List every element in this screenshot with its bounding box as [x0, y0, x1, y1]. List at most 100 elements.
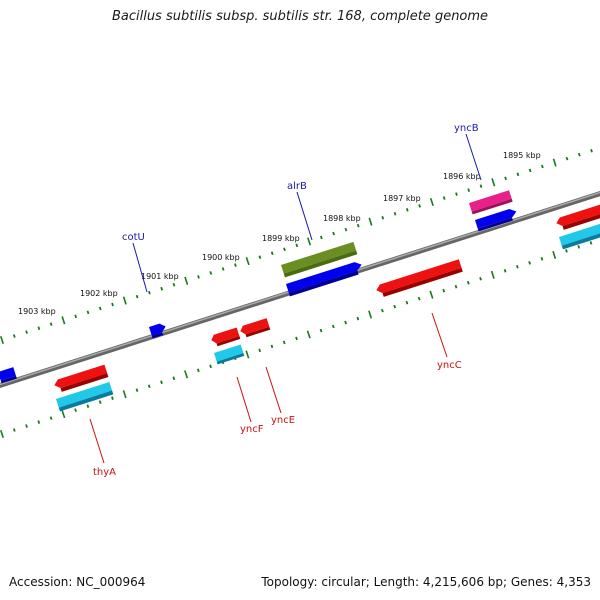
- minor-tick: [516, 265, 519, 269]
- minor-tick: [258, 348, 262, 353]
- major-tick: [0, 429, 4, 439]
- major-tick: [122, 390, 127, 399]
- minor-tick: [381, 215, 385, 220]
- gene-features: [0, 190, 600, 412]
- kbp-label: 1899 kbp: [262, 234, 300, 243]
- major-tick: [491, 178, 496, 187]
- minor-tick: [111, 396, 114, 400]
- gene-label-thyA[interactable]: thyA: [93, 467, 116, 478]
- minor-tick: [49, 416, 53, 420]
- minor-tick: [565, 156, 569, 161]
- kbp-label: 1897 kbp: [383, 194, 421, 203]
- minor-tick: [37, 326, 41, 330]
- minor-tick: [283, 247, 286, 252]
- minor-tick: [12, 428, 16, 432]
- minor-tick: [86, 404, 90, 408]
- major-tick: [429, 197, 434, 207]
- gene-label-alrB[interactable]: alrB: [287, 181, 307, 192]
- minor-tick: [504, 176, 507, 181]
- major-tick: [61, 316, 66, 325]
- minor-tick: [541, 164, 544, 169]
- minor-tick: [160, 286, 164, 291]
- minor-tick: [196, 368, 200, 373]
- minor-tick: [381, 308, 384, 313]
- gene-arrow-alrB[interactable]: [286, 260, 364, 297]
- gene-arrow-yncC[interactable]: [375, 259, 463, 298]
- gene-block-yncB-pink[interactable]: [469, 190, 513, 215]
- minor-tick: [442, 196, 446, 200]
- gene-arrow-right-edge[interactable]: [555, 200, 600, 232]
- minor-tick: [258, 255, 262, 259]
- minor-tick: [466, 280, 470, 285]
- minor-tick: [209, 364, 212, 369]
- gene-arrow-yncE[interactable]: [239, 318, 271, 338]
- genome-summary-text: Topology: circular; Length: 4,215,606 bp…: [261, 575, 591, 589]
- minor-tick: [577, 245, 581, 249]
- minor-tick: [12, 334, 16, 338]
- gene-block-right-edge-rna[interactable]: [559, 218, 600, 250]
- label-leaders: [89, 133, 482, 464]
- major-tick: [184, 370, 189, 379]
- minor-tick: [98, 400, 102, 404]
- minor-tick: [49, 322, 53, 326]
- kbp-label: 1900 kbp: [202, 253, 240, 262]
- gene-label-yncB[interactable]: yncB: [454, 123, 479, 134]
- gene-block-thyA-rna[interactable]: [56, 381, 114, 412]
- minor-tick: [565, 249, 568, 253]
- gene-label-yncF[interactable]: yncF: [240, 424, 264, 435]
- minor-tick: [479, 184, 483, 188]
- minor-tick: [454, 284, 458, 289]
- minor-tick: [467, 188, 471, 192]
- minor-tick: [74, 408, 77, 412]
- minor-tick: [344, 320, 347, 325]
- minor-tick: [319, 328, 323, 333]
- gene-arrow-thyA[interactable]: [53, 364, 109, 394]
- minor-tick: [74, 314, 78, 319]
- minor-tick: [25, 330, 28, 334]
- minor-tick: [135, 294, 139, 299]
- minor-tick: [282, 340, 286, 345]
- minor-tick: [148, 290, 151, 295]
- minor-tick: [234, 263, 237, 267]
- kbp-label: 1902 kbp: [80, 289, 118, 298]
- gene-arrow-yncF[interactable]: [210, 327, 241, 347]
- minor-tick: [295, 336, 298, 341]
- gene-label-yncE[interactable]: yncE: [271, 415, 295, 426]
- minor-tick: [320, 235, 323, 240]
- gene-block-alrB-pseudo[interactable]: [281, 241, 358, 278]
- minor-tick: [111, 302, 114, 307]
- minor-tick: [135, 388, 139, 392]
- gene-arrow[interactable]: [0, 367, 17, 384]
- minor-tick: [270, 251, 274, 256]
- minor-tick: [331, 324, 335, 329]
- minor-tick: [172, 376, 176, 381]
- gene-label-cotU[interactable]: cotU: [122, 232, 145, 243]
- minor-tick: [405, 208, 409, 212]
- accession-text: Accession: NC_000964: [9, 575, 146, 589]
- kbp-label: 1896 kbp: [443, 172, 481, 181]
- kbp-label: 1895 kbp: [503, 151, 541, 160]
- minor-tick: [197, 275, 200, 279]
- gene-arrow-yncB[interactable]: [475, 207, 519, 232]
- minor-tick: [172, 283, 176, 287]
- map-title: Bacillus subtilis subsp. subtilis str. 1…: [111, 9, 489, 24]
- gene-block-yncF-rna[interactable]: [214, 344, 245, 365]
- minor-tick: [540, 257, 544, 261]
- minor-tick: [25, 424, 28, 428]
- major-tick: [306, 330, 311, 339]
- kbp-label: 1901 kbp: [141, 272, 179, 281]
- kbp-label: 1898 kbp: [323, 214, 361, 223]
- major-tick: [61, 410, 66, 419]
- major-tick: [368, 310, 373, 319]
- major-tick: [429, 290, 434, 299]
- gene-label-yncC[interactable]: yncC: [437, 360, 462, 371]
- gene-arrow-cotU[interactable]: [149, 322, 168, 339]
- minor-tick: [37, 420, 41, 424]
- minor-tick: [270, 344, 274, 349]
- minor-tick: [356, 223, 360, 228]
- minor-tick: [516, 172, 520, 177]
- minor-tick: [455, 192, 458, 196]
- minor-tick: [393, 212, 397, 216]
- minor-tick: [479, 276, 482, 281]
